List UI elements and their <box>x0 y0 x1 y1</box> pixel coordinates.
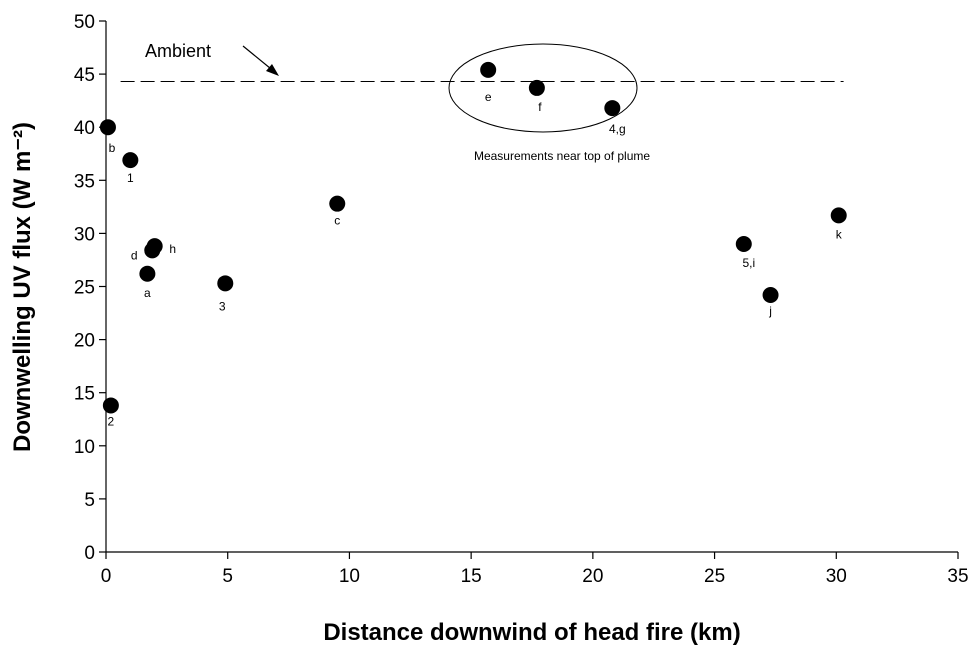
point <box>762 286 779 303</box>
annotation: Measurements near top of plume <box>474 149 650 163</box>
x-tick-label: 10 <box>339 566 360 587</box>
ambient-label: Ambient <box>145 41 211 61</box>
y-tick-label: 45 <box>74 65 95 86</box>
point <box>99 119 116 136</box>
x-axis-title: Distance downwind of head fire (km) <box>323 619 740 645</box>
x-tick-label: 15 <box>461 566 482 587</box>
point-label: 3 <box>219 299 226 313</box>
y-tick-label: 10 <box>74 437 95 458</box>
y-tick-label: 35 <box>74 171 95 192</box>
point-label: h <box>169 242 176 256</box>
point <box>139 265 156 282</box>
point <box>735 236 752 253</box>
point-label: b <box>109 141 116 155</box>
y-tick-label: 30 <box>74 224 95 245</box>
y-tick-label: 0 <box>84 543 95 564</box>
plume-ellipse <box>448 43 638 133</box>
point <box>604 100 621 117</box>
point-label: f <box>538 100 542 114</box>
y-axis-title: Downwelling UV flux (W m⁻²) <box>9 122 36 452</box>
x-tick-label: 5 <box>222 566 233 587</box>
point <box>146 238 163 255</box>
point-label: 1 <box>127 171 134 185</box>
x-tick-label: 0 <box>101 566 112 587</box>
point <box>329 195 346 212</box>
y-tick-label: 25 <box>74 278 95 299</box>
point-label: a <box>144 286 151 300</box>
y-tick-label: 20 <box>74 331 95 352</box>
point <box>122 152 139 169</box>
point <box>830 207 847 224</box>
point <box>480 61 497 78</box>
point-label: 2 <box>108 414 115 428</box>
point-label: e <box>485 90 492 104</box>
y-tick-label: 15 <box>74 384 95 405</box>
point <box>528 79 545 96</box>
point-label: k <box>836 227 843 241</box>
point-label: j <box>768 304 772 318</box>
point <box>102 397 119 414</box>
y-tick-label: 40 <box>74 118 95 139</box>
y-tick-label: 50 <box>74 12 95 33</box>
point <box>217 275 234 292</box>
x-tick-label: 30 <box>826 566 847 587</box>
y-tick-label: 5 <box>84 490 95 511</box>
x-tick-label: 25 <box>704 566 725 587</box>
point-label: d <box>131 248 138 262</box>
point-label: 5,i <box>742 256 755 270</box>
x-tick-label: 35 <box>947 566 968 587</box>
point-label: 4,g <box>609 122 626 136</box>
ambient-arrowhead <box>266 64 279 76</box>
point-label: c <box>334 214 340 228</box>
x-tick-label: 20 <box>582 566 603 587</box>
